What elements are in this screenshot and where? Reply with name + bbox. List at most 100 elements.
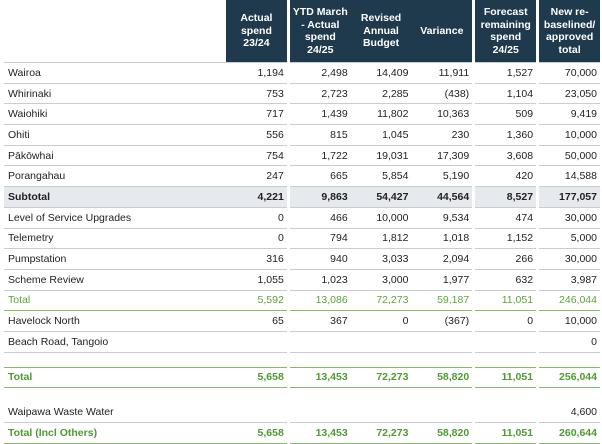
cell-actual: 1,055 xyxy=(226,269,287,291)
row-label: Havelock North xyxy=(4,310,227,332)
cell-total: 10,000 xyxy=(539,124,600,146)
cell-variance: 59,187 xyxy=(411,289,473,312)
header-new-total: New re-baselined/ approved total xyxy=(539,0,600,63)
cell-actual: 717 xyxy=(226,103,287,126)
cell-budget: 19,031 xyxy=(350,145,412,167)
cell-actual: 753 xyxy=(226,83,287,105)
header-blank xyxy=(4,0,227,63)
cell-budget: 2,285 xyxy=(350,83,412,105)
spacer-row xyxy=(4,352,600,367)
cell-actual: 316 xyxy=(226,248,287,270)
cell-total: 5,000 xyxy=(539,228,600,250)
cell-forecast: 11,051 xyxy=(475,289,537,312)
cell-ytd: 13,453 xyxy=(289,366,351,389)
cell-total: 3,987 xyxy=(539,269,600,291)
cell-ytd: 815 xyxy=(289,124,351,146)
cell-total: 30,000 xyxy=(539,207,600,229)
cell-total: 4,600 xyxy=(539,402,600,424)
cell-budget xyxy=(350,331,412,353)
cell-actual: 4,221 xyxy=(226,186,287,208)
cell-forecast: 474 xyxy=(475,207,537,229)
table-row: Porangahau 247 665 5,854 5,190 420 14,588 xyxy=(4,165,600,188)
row-label: Porangahau xyxy=(4,165,227,188)
cell-actual: 5,592 xyxy=(226,289,287,312)
cell-variance: 230 xyxy=(411,124,473,146)
cell-forecast: 8,527 xyxy=(475,186,537,208)
row-label: Beach Road, Tangoio xyxy=(4,331,227,353)
cell-actual: 754 xyxy=(226,145,287,167)
cell-variance xyxy=(411,331,473,353)
row-label: Wairoa xyxy=(4,62,227,84)
cell-ytd: 2,498 xyxy=(289,62,351,84)
cell-ytd: 1,023 xyxy=(289,269,351,291)
header-ytd: YTD March - Actual spend 24/25 xyxy=(289,0,351,63)
cell-forecast: 1,360 xyxy=(475,124,537,146)
cell-forecast: 266 xyxy=(475,248,537,270)
cell-budget: 3,033 xyxy=(350,248,412,270)
cell-ytd xyxy=(289,331,351,353)
cell-budget: 14,409 xyxy=(350,62,412,84)
row-label: Pumpstation xyxy=(4,248,227,270)
cell-total: 50,000 xyxy=(539,145,600,167)
cell-forecast: 3,608 xyxy=(475,145,537,167)
cell-total: 0 xyxy=(539,331,600,353)
row-label: Telemetry xyxy=(4,228,227,250)
cell-budget: 72,273 xyxy=(350,289,412,312)
cell-variance: 9,534 xyxy=(411,207,473,229)
cell-ytd: 13,086 xyxy=(289,289,351,312)
table-row: Havelock North 65 367 0 (367) 0 10,000 xyxy=(4,310,600,332)
cell-variance: (367) xyxy=(411,310,473,332)
table-row: Beach Road, Tangoio 0 xyxy=(4,331,600,353)
cell-forecast: 1,152 xyxy=(475,228,537,250)
table-row: Wairoa 1,194 2,498 14,409 11,911 1,527 70,000 xyxy=(4,62,600,84)
cell-budget: 0 xyxy=(350,310,412,332)
row-label: Whirinaki xyxy=(4,83,227,105)
cell-ytd xyxy=(289,402,351,424)
cell-actual: 556 xyxy=(226,124,287,146)
row-label: Total xyxy=(4,366,227,389)
cell-budget: 11,802 xyxy=(350,103,412,126)
cell-ytd: 367 xyxy=(289,310,351,332)
header-variance: Variance xyxy=(411,0,473,63)
cell-budget: 10,000 xyxy=(350,207,412,229)
cell-variance: 2,094 xyxy=(411,248,473,270)
header-forecast: Forecast remaining spend 24/25 xyxy=(475,0,537,63)
table-row: Pumpstation 316 940 3,033 2,094 266 30,000 xyxy=(4,248,600,270)
cell-variance: 44,564 xyxy=(411,186,473,208)
cell-forecast: 509 xyxy=(475,103,537,126)
cell-ytd: 2,723 xyxy=(289,83,351,105)
spacer-row xyxy=(4,388,600,403)
cell-budget: 72,273 xyxy=(350,366,412,389)
row-label: Pākōwhai xyxy=(4,145,227,167)
header-revised-budget: Revised Annual Budget xyxy=(350,0,412,63)
cell-forecast: 632 xyxy=(475,269,537,291)
cell-ytd: 665 xyxy=(289,165,351,188)
cell-total: 70,000 xyxy=(539,62,600,84)
table-row: Waiohiki 717 1,439 11,802 10,363 509 9,419 xyxy=(4,103,600,126)
cell-budget: 3,000 xyxy=(350,269,412,291)
row-label: Subtotal xyxy=(4,186,227,208)
row-label: Ohiti xyxy=(4,124,227,146)
cell-variance: 5,190 xyxy=(411,165,473,188)
row-label: Scheme Review xyxy=(4,269,227,291)
cell-variance: 1,977 xyxy=(411,269,473,291)
cell-actual: 247 xyxy=(226,165,287,188)
cell-total: 246,044 xyxy=(539,289,600,312)
table-row: Pākōwhai 754 1,722 19,031 17,309 3,608 50,000 xyxy=(4,145,600,167)
cell-total: 23,050 xyxy=(539,83,600,105)
cell-forecast: 11,051 xyxy=(475,366,537,389)
cell-total: 177,057 xyxy=(539,186,600,208)
header-actual-spend: Actual spend 23/24 xyxy=(226,0,287,63)
cell-total: 9,419 xyxy=(539,103,600,126)
cell-variance: 11,911 xyxy=(411,62,473,84)
table-row: Ohiti 556 815 1,045 230 1,360 10,000 xyxy=(4,124,600,146)
cell-actual xyxy=(226,331,287,353)
cell-ytd: 794 xyxy=(289,228,351,250)
table-row: Scheme Review 1,055 1,023 3,000 1,977 632 3,98… xyxy=(4,269,600,291)
cell-total: 14,588 xyxy=(539,165,600,188)
cell-actual: 65 xyxy=(226,310,287,332)
cell-forecast: 0 xyxy=(475,310,537,332)
cell-variance: 1,018 xyxy=(411,228,473,250)
table-row: Total 5,592 13,086 72,273 59,187 11,051 246,04… xyxy=(4,289,600,312)
cell-variance xyxy=(411,402,473,424)
